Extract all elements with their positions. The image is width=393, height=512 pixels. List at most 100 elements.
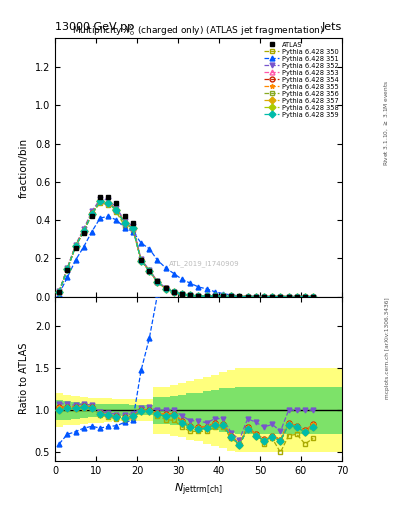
Pythia 6.428 351 bbox=[278, 293, 283, 300]
Title: Multiplicity $\lambda_0^0$ (charged only) (ATLAS jet fragmentation): Multiplicity $\lambda_0^0$ (charged only… bbox=[72, 24, 325, 38]
Text: ATL_2019_I1740909: ATL_2019_I1740909 bbox=[169, 261, 239, 267]
Pythia 6.428 356 bbox=[122, 221, 127, 227]
Pythia 6.428 357 bbox=[114, 207, 119, 213]
Pythia 6.428 358 bbox=[204, 293, 209, 300]
Y-axis label: fraction/bin: fraction/bin bbox=[19, 137, 29, 198]
Pythia 6.428 353 bbox=[188, 292, 193, 298]
Pythia 6.428 353 bbox=[130, 225, 135, 231]
Pythia 6.428 355 bbox=[130, 225, 135, 231]
Pythia 6.428 353 bbox=[278, 293, 283, 300]
Pythia 6.428 353 bbox=[155, 279, 160, 285]
Pythia 6.428 359 bbox=[245, 293, 250, 300]
Pythia 6.428 350 bbox=[213, 293, 217, 300]
Pythia 6.428 353 bbox=[57, 288, 61, 294]
Pythia 6.428 352 bbox=[114, 205, 119, 211]
Pythia 6.428 357 bbox=[213, 293, 217, 300]
Pythia 6.428 353 bbox=[245, 293, 250, 300]
Pythia 6.428 356 bbox=[130, 225, 135, 231]
Line: Pythia 6.428 354: Pythia 6.428 354 bbox=[57, 199, 316, 299]
Pythia 6.428 357 bbox=[270, 293, 275, 300]
Pythia 6.428 357 bbox=[65, 266, 70, 272]
Pythia 6.428 356 bbox=[90, 211, 94, 217]
Pythia 6.428 351 bbox=[171, 270, 176, 276]
Pythia 6.428 356 bbox=[204, 293, 209, 300]
Pythia 6.428 353 bbox=[303, 293, 307, 300]
Pythia 6.428 351 bbox=[155, 257, 160, 263]
Pythia 6.428 351 bbox=[221, 291, 226, 297]
Pythia 6.428 357 bbox=[155, 279, 160, 285]
Pythia 6.428 352 bbox=[278, 293, 283, 300]
Pythia 6.428 359 bbox=[262, 293, 266, 300]
Pythia 6.428 353 bbox=[294, 293, 299, 300]
Pythia 6.428 359 bbox=[155, 279, 160, 285]
Pythia 6.428 354 bbox=[90, 210, 94, 217]
Pythia 6.428 351 bbox=[237, 293, 242, 299]
Pythia 6.428 354 bbox=[98, 198, 103, 204]
Pythia 6.428 351 bbox=[98, 215, 103, 221]
Pythia 6.428 353 bbox=[73, 243, 78, 249]
Pythia 6.428 355 bbox=[106, 200, 111, 206]
Pythia 6.428 356 bbox=[303, 293, 307, 300]
Pythia 6.428 358 bbox=[303, 293, 307, 300]
Pythia 6.428 358 bbox=[90, 211, 94, 217]
Pythia 6.428 352 bbox=[253, 293, 258, 300]
Pythia 6.428 353 bbox=[163, 285, 168, 291]
Pythia 6.428 350 bbox=[155, 279, 160, 285]
Pythia 6.428 350 bbox=[221, 293, 226, 300]
Pythia 6.428 353 bbox=[213, 293, 217, 300]
Pythia 6.428 351 bbox=[229, 292, 233, 298]
Text: 13000 GeV pp: 13000 GeV pp bbox=[55, 22, 134, 32]
Pythia 6.428 356 bbox=[106, 200, 111, 206]
Pythia 6.428 351 bbox=[65, 274, 70, 281]
Pythia 6.428 358 bbox=[229, 293, 233, 300]
Pythia 6.428 358 bbox=[245, 293, 250, 300]
Pythia 6.428 358 bbox=[221, 293, 226, 300]
Line: Pythia 6.428 359: Pythia 6.428 359 bbox=[57, 199, 316, 299]
Pythia 6.428 353 bbox=[221, 293, 226, 300]
Pythia 6.428 359 bbox=[139, 258, 143, 264]
Pythia 6.428 357 bbox=[303, 293, 307, 300]
Pythia 6.428 354 bbox=[171, 289, 176, 295]
Pythia 6.428 350 bbox=[286, 293, 291, 300]
Pythia 6.428 359 bbox=[163, 285, 168, 291]
Pythia 6.428 357 bbox=[139, 258, 143, 264]
Pythia 6.428 351 bbox=[130, 228, 135, 234]
Legend: ATLAS, Pythia 6.428 350, Pythia 6.428 351, Pythia 6.428 352, Pythia 6.428 353, P: ATLAS, Pythia 6.428 350, Pythia 6.428 35… bbox=[263, 40, 340, 119]
Pythia 6.428 352 bbox=[286, 293, 291, 300]
Pythia 6.428 350 bbox=[139, 257, 143, 263]
Pythia 6.428 356 bbox=[237, 293, 242, 300]
Pythia 6.428 353 bbox=[229, 293, 233, 300]
Pythia 6.428 355 bbox=[114, 206, 119, 212]
Pythia 6.428 352 bbox=[73, 242, 78, 248]
Pythia 6.428 357 bbox=[73, 243, 78, 249]
Pythia 6.428 354 bbox=[57, 288, 61, 294]
Pythia 6.428 353 bbox=[270, 293, 275, 300]
Pythia 6.428 354 bbox=[122, 220, 127, 226]
Line: Pythia 6.428 353: Pythia 6.428 353 bbox=[57, 199, 316, 299]
Pythia 6.428 355 bbox=[221, 293, 226, 300]
Pythia 6.428 355 bbox=[65, 266, 70, 272]
Pythia 6.428 355 bbox=[303, 293, 307, 300]
Pythia 6.428 355 bbox=[245, 293, 250, 300]
Pythia 6.428 352 bbox=[106, 197, 111, 203]
Pythia 6.428 354 bbox=[294, 293, 299, 300]
Pythia 6.428 358 bbox=[213, 293, 217, 300]
Pythia 6.428 359 bbox=[106, 200, 111, 206]
Pythia 6.428 355 bbox=[98, 198, 103, 204]
Pythia 6.428 352 bbox=[139, 256, 143, 262]
Pythia 6.428 359 bbox=[294, 293, 299, 300]
Pythia 6.428 359 bbox=[237, 293, 242, 300]
Pythia 6.428 355 bbox=[188, 292, 193, 298]
Pythia 6.428 352 bbox=[311, 293, 316, 300]
Pythia 6.428 350 bbox=[237, 293, 242, 300]
Pythia 6.428 351 bbox=[163, 265, 168, 271]
Pythia 6.428 356 bbox=[147, 268, 152, 274]
Pythia 6.428 357 bbox=[106, 200, 111, 206]
Pythia 6.428 354 bbox=[130, 225, 135, 231]
Pythia 6.428 353 bbox=[286, 293, 291, 300]
Pythia 6.428 354 bbox=[163, 285, 168, 291]
Pythia 6.428 350 bbox=[278, 293, 283, 300]
Pythia 6.428 352 bbox=[130, 223, 135, 229]
Pythia 6.428 352 bbox=[262, 293, 266, 300]
Line: Pythia 6.428 355: Pythia 6.428 355 bbox=[57, 199, 316, 299]
